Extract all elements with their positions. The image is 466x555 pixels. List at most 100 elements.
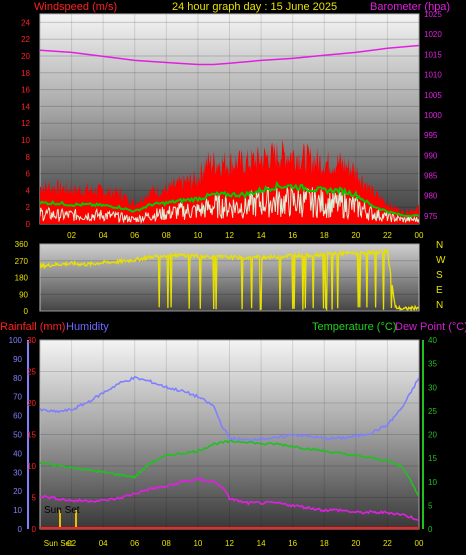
x-tick-label: 10 [193,539,202,548]
humidity-tick-label: 100 [9,336,23,345]
y-tick-left-label: 18 [21,69,30,78]
x-tick-label: 00 [415,539,424,548]
x-tick-label: 14 [257,231,266,240]
x-tick-label: 20 [351,231,360,240]
temperature-axis-title: Temperature (°C) [312,321,396,333]
x-tick-label: 20 [351,539,360,548]
temperature-tick-label: 30 [428,383,437,392]
wind-pressure-series [40,44,419,224]
x-tick-label: 04 [99,231,108,240]
rainfall-tick-label: 30 [27,336,36,345]
y-tick-left-label: 20 [21,52,30,61]
y-tick-left-label: 0 [26,220,31,229]
x-tick-label: 04 [99,539,108,548]
y-tick-label: 90 [19,290,28,299]
rainfall-tick-label: 20 [27,399,36,408]
wind-direction-grid [40,243,419,312]
wind-direction-plot-area [39,243,420,312]
y-tick-right-label: 1025 [424,10,442,19]
x-tick-label: 12 [225,231,234,240]
wind-speed-line [40,186,419,224]
x-tick-label: 22 [383,231,392,240]
temperature-tick-label: 35 [428,360,437,369]
y-tick-left-label: 12 [21,119,30,128]
humidity-tick-label: 10 [13,506,22,515]
temperature-tick-label: 10 [428,478,437,487]
gust-area [40,139,419,224]
x-tick-label: 22 [383,539,392,548]
x-tick-label: 02 [67,231,76,240]
temperature-tick-label: 40 [428,336,437,345]
y-tick-right-label: 1010 [424,71,442,80]
x-tick-label: 00 [415,231,424,240]
y-tick-left-label: 8 [26,153,31,162]
x-tick-label: 18 [320,231,329,240]
rainfall-tick-label: 15 [27,431,36,440]
y-tick-left-label: 24 [21,18,30,27]
x-tick-label: 16 [288,231,297,240]
dewpoint-axis-title: Dew Point (°C) [395,321,466,333]
temperature-tick-label: 15 [428,454,437,463]
windspeed-axis-title: Windspeed (m/s) [34,1,117,13]
temp-humidity-ticks: 0102030405060708090100051015202530051015… [9,336,438,548]
humidity-tick-label: 60 [13,412,22,421]
y-tick-left-label: 14 [21,102,30,111]
humidity-tick-label: 70 [13,393,22,402]
humidity-tick-label: 20 [13,487,22,496]
y-tick-right-label: 995 [424,131,438,140]
barometer-axis-title: Barometer (hpa) [370,1,450,13]
rainfall-axis-title: Rainfall (mm) [0,321,65,333]
temp-humidity-series [40,375,419,529]
x-tick-label: 08 [162,231,171,240]
humidity-axis-title: Humidity [66,321,109,333]
x-tick-label: 14 [257,539,266,548]
temperature-tick-label: 5 [428,501,433,510]
dewpoint-line [40,477,419,521]
humidity-line [40,375,419,442]
humidity-tick-label: 30 [13,468,22,477]
x-tick-label: 12 [225,539,234,548]
y-tick-right-label: 1015 [424,50,442,59]
x-tick-label: 02 [67,539,76,548]
x-tick-label: 18 [320,539,329,548]
graph-title: 24 hour graph day : 15 June 2025 [172,1,337,13]
y-tick-right-label: 980 [424,192,438,201]
wind-direction-line [40,247,419,311]
rainfall-tick-label: 5 [32,494,37,503]
y-tick-right-label: 1000 [424,111,442,120]
rainfall-tick-label: 10 [27,462,36,471]
y-tick-label: 270 [15,257,29,266]
wind-direction-series [40,247,419,311]
humidity-tick-label: 90 [13,355,22,364]
rainfall-tick-label: 25 [27,368,36,377]
y-tick-label: 0 [24,307,29,316]
y-tick-left-label: 16 [21,86,30,95]
y-tick-left-label: 10 [21,136,30,145]
wind-average-line [40,180,419,218]
y-tick-left-label: 6 [26,170,31,179]
y-tick-right-label: 985 [424,172,438,181]
x-tick-label: 16 [288,539,297,548]
rainfall-tick-label: 0 [32,525,37,534]
x-tick-label: 10 [193,231,202,240]
x-tick-label: Sun Set [44,539,73,548]
temperature-tick-label: 20 [428,431,437,440]
humidity-tick-label: 0 [18,525,23,534]
compass-label: W [436,255,446,266]
temperature-tick-label: 25 [428,407,437,416]
y-tick-right-label: 990 [424,151,438,160]
compass-label: E [436,285,443,296]
humidity-tick-label: 80 [13,374,22,383]
humidity-tick-label: 40 [13,449,22,458]
y-tick-left-label: 2 [26,203,31,212]
y-tick-right-label: 1005 [424,91,442,100]
compass-label: S [436,270,443,281]
compass-label: N [436,240,443,251]
x-tick-label: 06 [130,231,139,240]
barometer-line [40,44,419,66]
temperature-tick-label: 0 [428,525,433,534]
y-tick-left-label: 4 [26,186,31,195]
x-tick-label: 08 [162,539,171,548]
y-tick-right-label: 975 [424,212,438,221]
